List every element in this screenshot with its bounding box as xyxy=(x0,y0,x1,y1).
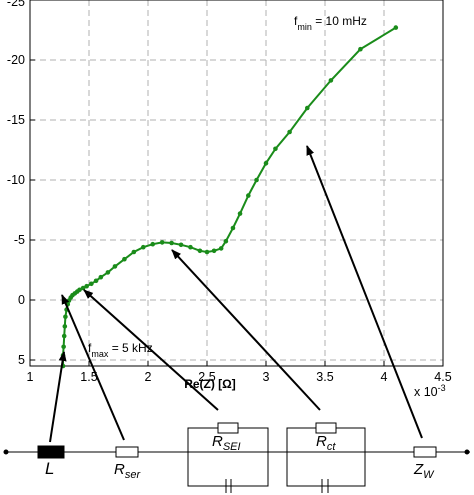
data-point xyxy=(305,105,310,111)
data-point xyxy=(393,25,399,30)
x-tick-label: 4 xyxy=(381,370,388,384)
resistor-Rser xyxy=(115,446,139,458)
series-points xyxy=(60,25,399,369)
x-tick-label: 4.5 xyxy=(434,370,451,384)
plot-frame xyxy=(29,0,444,367)
fmax-annotation: fmax = 5 kHz xyxy=(88,341,153,359)
resistor-Rct xyxy=(315,422,337,434)
data-point xyxy=(287,129,292,135)
label-RSEI: RSEI xyxy=(212,433,241,453)
x-tick-label: 1 xyxy=(27,370,34,384)
arrow-L xyxy=(49,351,67,443)
warburg-ZW xyxy=(413,446,437,458)
data-point xyxy=(62,324,68,329)
circuit-node-right xyxy=(464,449,470,455)
data-point xyxy=(89,281,94,287)
y-tick-label: -25 xyxy=(7,0,25,9)
data-point xyxy=(112,264,118,269)
data-point xyxy=(230,225,236,231)
data-point xyxy=(80,285,86,291)
fmin-annotation: fmin = 10 mHz xyxy=(294,14,367,32)
y-tick-label: -20 xyxy=(7,53,25,67)
data-point xyxy=(223,238,229,244)
data-point xyxy=(93,278,99,284)
x-tick-label: 2.5 xyxy=(198,370,215,384)
label-Rct: Rct xyxy=(316,433,336,453)
data-point xyxy=(246,193,251,198)
data-point xyxy=(61,333,67,339)
arrow-RSEI xyxy=(83,289,219,411)
data-point xyxy=(77,287,82,293)
rsei-parallel-block xyxy=(187,427,269,487)
label-L: L xyxy=(45,459,54,478)
x-tick-label: 2 xyxy=(145,370,152,384)
data-point xyxy=(237,211,243,216)
x-tick-label: 3 xyxy=(263,370,270,384)
y-tick-label: -10 xyxy=(7,173,25,187)
y-tick-label: 5 xyxy=(18,353,25,367)
y-tick-label: 0 xyxy=(18,293,25,307)
grid xyxy=(30,0,443,366)
label-Rser: Rser xyxy=(114,461,141,481)
arrow-Rser xyxy=(61,294,125,441)
data-point xyxy=(358,46,363,52)
circuit-node-left xyxy=(3,449,9,455)
data-point xyxy=(263,160,269,166)
data-point xyxy=(188,244,193,250)
data-point xyxy=(273,146,278,152)
x-tick-label: 1.5 xyxy=(80,370,97,384)
equivalent-circuit xyxy=(3,422,470,493)
data-point xyxy=(122,256,127,262)
ticks xyxy=(29,0,444,366)
data-point xyxy=(84,283,89,289)
data-point xyxy=(211,248,217,254)
data-point xyxy=(131,249,137,255)
data-point xyxy=(98,274,104,280)
x-exponent-label: x 10-3 xyxy=(414,383,446,399)
data-point xyxy=(169,240,174,246)
arrow-Rct xyxy=(171,249,321,411)
x-tick-label: 3.5 xyxy=(316,370,333,384)
data-point xyxy=(178,242,184,248)
label-ZW: ZW xyxy=(413,461,435,481)
data-point xyxy=(61,344,66,350)
data-point xyxy=(150,241,156,247)
resistor-RSEI xyxy=(217,422,239,434)
data-point xyxy=(204,249,210,255)
data-point xyxy=(197,248,203,254)
inductor-L xyxy=(37,445,65,459)
y-tick-label: -5 xyxy=(14,233,25,247)
data-point xyxy=(218,246,224,251)
y-tick-label: -15 xyxy=(7,113,25,127)
data-point xyxy=(105,270,111,275)
data-point xyxy=(328,78,334,83)
tick-labels: 1 1.5 2 2.5 3 3.5 4 4.5 -25 -20 -15 -10 -5 0 5 xyxy=(7,0,452,384)
x-axis-label: Re(Z) [Ω] xyxy=(184,377,236,391)
data-point xyxy=(63,314,68,320)
data-point xyxy=(140,244,146,250)
data-point xyxy=(254,177,259,183)
arrow-ZW xyxy=(306,145,423,439)
data-point xyxy=(159,240,165,245)
